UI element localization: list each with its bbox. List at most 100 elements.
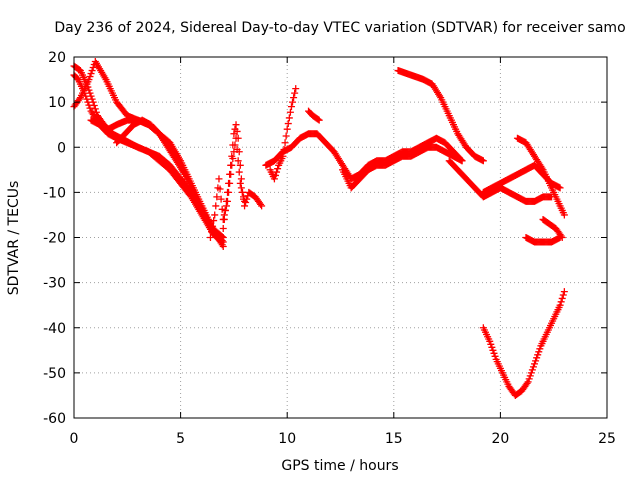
data-point xyxy=(209,222,217,230)
x-tick-label: 10 xyxy=(278,431,296,447)
grid xyxy=(74,57,607,418)
data-point xyxy=(271,171,279,179)
data-point xyxy=(219,238,227,246)
data-point xyxy=(236,179,244,187)
data-point xyxy=(86,104,94,112)
data-point xyxy=(285,114,293,122)
series-track-5 xyxy=(113,116,217,232)
data-point xyxy=(533,354,541,362)
data-point xyxy=(273,168,281,176)
data-point xyxy=(529,363,537,371)
data-point xyxy=(232,121,240,129)
data-point xyxy=(314,115,322,123)
y-tick-label: -50 xyxy=(43,366,66,382)
data-point xyxy=(212,202,220,210)
data-point xyxy=(222,197,230,205)
data-point xyxy=(528,366,536,374)
data-point xyxy=(234,134,242,142)
data-point xyxy=(210,217,218,225)
data-point xyxy=(237,175,245,183)
data-point xyxy=(208,228,216,236)
data-point xyxy=(243,195,251,203)
data-point xyxy=(527,369,535,377)
data-point xyxy=(258,202,266,210)
data-point xyxy=(526,372,534,380)
data-point xyxy=(524,378,532,386)
data-point xyxy=(274,165,282,173)
data-point xyxy=(283,125,291,133)
data-point xyxy=(458,157,466,165)
data-point xyxy=(479,157,487,165)
data-point xyxy=(237,184,245,192)
x-tick-label: 5 xyxy=(176,431,185,447)
y-tick-label: -40 xyxy=(43,321,66,337)
series-track-15 xyxy=(522,234,564,246)
chart-title: Day 236 of 2024, Sidereal Day-to-day VTE… xyxy=(54,20,625,36)
data-point xyxy=(557,298,565,306)
data-point xyxy=(257,200,265,208)
data-point xyxy=(84,98,92,106)
data-point xyxy=(218,205,226,213)
data-point xyxy=(215,175,223,183)
data-point xyxy=(491,352,499,360)
data-point xyxy=(233,127,241,135)
data-point xyxy=(291,89,299,97)
data-point xyxy=(284,120,292,128)
series-track-8 xyxy=(339,143,466,192)
data-point xyxy=(91,105,99,113)
data-point xyxy=(216,185,224,193)
data-point xyxy=(242,199,250,207)
x-tick-label: 20 xyxy=(491,431,509,447)
series-layer xyxy=(70,58,568,399)
data-point xyxy=(270,175,278,183)
data-point xyxy=(287,103,295,111)
series-track-10 xyxy=(394,67,487,165)
series-spike-b xyxy=(219,121,266,232)
series-track-9 xyxy=(305,107,323,124)
data-point xyxy=(534,351,542,359)
data-point xyxy=(532,357,540,365)
y-tick-label: -60 xyxy=(43,411,66,427)
data-point xyxy=(531,360,539,368)
data-point xyxy=(224,188,232,196)
x-tick-label: 15 xyxy=(385,431,403,447)
data-point xyxy=(556,301,564,309)
data-point xyxy=(219,224,227,232)
data-point xyxy=(525,375,533,383)
data-point xyxy=(235,168,243,176)
data-point xyxy=(211,211,219,219)
y-tick-label: -10 xyxy=(43,185,66,201)
data-point xyxy=(82,92,90,100)
data-point xyxy=(241,202,249,210)
data-point xyxy=(558,294,566,302)
data-point xyxy=(487,340,495,348)
y-tick-label: 0 xyxy=(57,140,66,156)
data-point xyxy=(86,73,94,81)
series-track-13 xyxy=(513,134,568,219)
data-point xyxy=(206,234,214,241)
data-point xyxy=(87,70,95,78)
data-point xyxy=(560,288,568,296)
data-point xyxy=(315,116,323,124)
data-point xyxy=(236,161,244,169)
data-point xyxy=(556,184,564,192)
data-point xyxy=(213,193,221,201)
x-tick-label: 25 xyxy=(598,431,616,447)
data-point xyxy=(235,148,243,156)
data-point xyxy=(560,211,568,219)
data-point xyxy=(85,86,93,94)
data-point xyxy=(217,195,225,203)
series-track-16 xyxy=(479,288,568,399)
data-point xyxy=(556,234,564,241)
data-point xyxy=(85,76,93,84)
data-point xyxy=(85,101,93,109)
data-point xyxy=(221,206,229,214)
data-point xyxy=(282,132,290,140)
data-point xyxy=(228,152,236,160)
data-point xyxy=(486,337,494,345)
data-point xyxy=(289,98,297,106)
data-point xyxy=(286,108,294,116)
data-point xyxy=(238,188,246,196)
data-point xyxy=(225,179,233,187)
